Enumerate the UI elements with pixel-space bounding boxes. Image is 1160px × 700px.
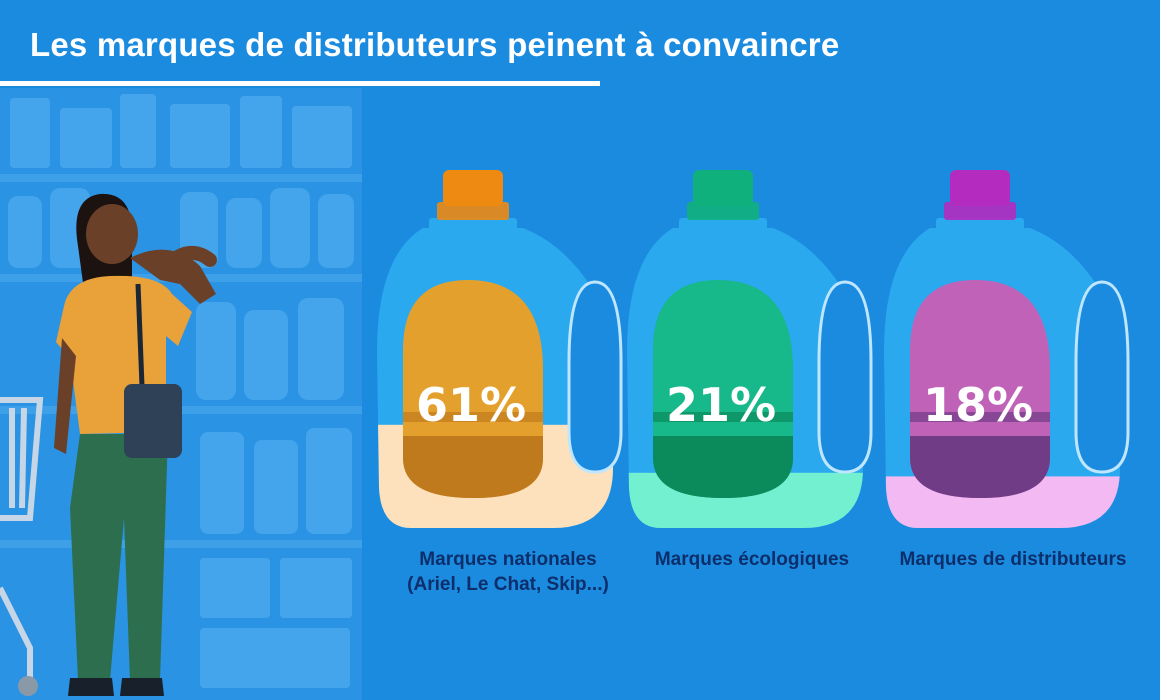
category-label-distributeurs: Marques de distributeurs bbox=[878, 547, 1148, 572]
bottle-neck bbox=[429, 218, 517, 234]
category-label-line: Marques de distributeurs bbox=[899, 549, 1127, 570]
value-label-distributeurs: 18% bbox=[923, 378, 1033, 432]
page-title: Les marques de distributeurs peinent à c… bbox=[30, 26, 840, 63]
bottle-inner-stripe bbox=[653, 412, 793, 422]
category-label-line: Marques écologiques bbox=[654, 549, 850, 570]
category-label-line: Marques nationales bbox=[419, 549, 597, 570]
bottle-cap bbox=[443, 170, 503, 206]
bottle-inner-stripe bbox=[403, 412, 543, 422]
category-label-line: (Ariel, Le Chat, Skip...) bbox=[407, 574, 609, 595]
value-label-nationales: 61% bbox=[416, 378, 526, 432]
bottle-handle bbox=[1074, 280, 1130, 474]
category-label-nationales: Marques nationales (Ariel, Le Chat, Skip… bbox=[373, 547, 643, 597]
bottle-cap-base bbox=[944, 202, 1016, 220]
bottle-cap-base bbox=[437, 202, 509, 220]
bottle-cap-base bbox=[687, 202, 759, 220]
shopper-illustration bbox=[0, 88, 362, 700]
bottle-inner-shade bbox=[910, 436, 1050, 498]
bottle-cap bbox=[950, 170, 1010, 206]
value-label-ecologiques: 21% bbox=[666, 378, 776, 432]
bottle-neck bbox=[679, 218, 767, 234]
bottle-cap bbox=[693, 170, 753, 206]
bottle-chart: 61% 21% 18% bbox=[377, 170, 1130, 528]
bottle-neck bbox=[936, 218, 1024, 234]
bottle-inner-shade bbox=[403, 436, 543, 498]
bottle-ecologiques: 21% bbox=[627, 170, 873, 528]
bottle-nationales: 61% bbox=[377, 170, 623, 528]
bottle-handle bbox=[567, 280, 623, 474]
bottle-inner-stripe bbox=[910, 412, 1050, 422]
category-label-ecologiques: Marques écologiques bbox=[617, 547, 887, 572]
bottle-inner-shade bbox=[653, 436, 793, 498]
bottle-distributeurs: 18% bbox=[884, 170, 1130, 528]
bottle-handle bbox=[817, 280, 873, 474]
title-underline bbox=[0, 81, 600, 86]
